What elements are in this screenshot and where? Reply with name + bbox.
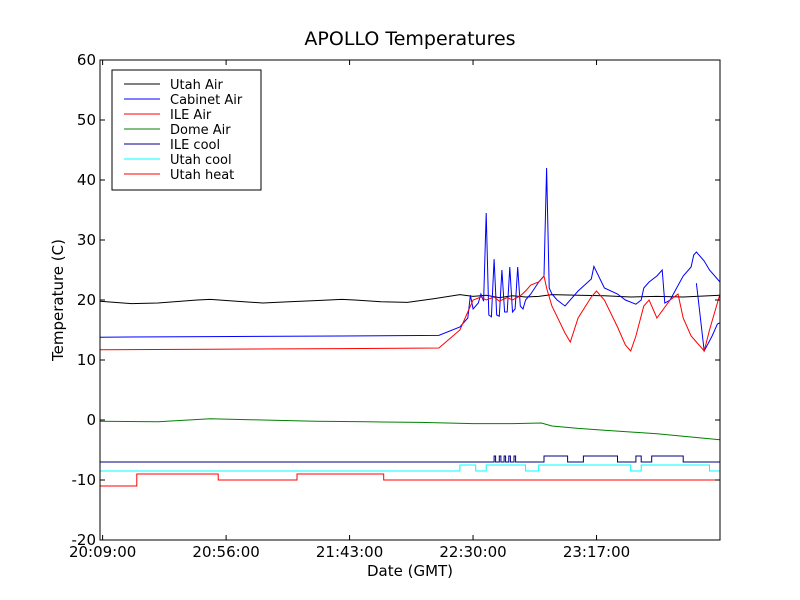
chart-title: APOLLO Temperatures [304,28,515,50]
series-line-ile-air [100,274,720,353]
tick-layer: -20 -10 0 10 20 30 40 50 60 20:09:00 20:56:00 21:43… [69,51,720,561]
x-tick-label: 20:09:00 [69,543,136,561]
legend-label-utah-air: Utah Air [170,78,223,93]
series-line-dome-air [100,418,720,441]
y-tick-label: 30 [77,231,96,249]
series-layer [100,167,720,487]
series-line-cabinet-air-tail [695,283,720,353]
x-tick-label: 21:43:00 [316,543,383,561]
legend-label-cabinet-air: Cabinet Air [170,93,243,108]
legend-label-ile-air: ILE Air [170,108,212,123]
series-line-utah-air [100,294,720,305]
y-tick-label: -10 [72,471,97,489]
legend-label-dome-air: Dome Air [170,123,231,138]
y-axis-label: Temperature (C) [49,239,67,362]
x-tick-label: 22:30:00 [439,543,506,561]
y-tick-label: 40 [77,171,96,189]
legend-label-utah-cool: Utah cool [170,153,232,168]
y-tick-label: 10 [77,351,96,369]
series-line-utah-cool [100,464,720,472]
x-tick-label: 20:56:00 [192,543,259,561]
legend-label-ile-cool: ILE cool [170,138,220,153]
y-tick-label: 20 [77,291,96,309]
legend-label-utah-heat: Utah heat [170,168,234,183]
y-tick-label: -20 [72,531,97,549]
y-tick-label: 50 [77,111,96,129]
legend-box [111,69,262,191]
x-tick-label: 23:17:00 [563,543,630,561]
y-tick-label: 0 [86,411,96,429]
plot-frame [99,59,721,541]
x-axis-label: Date (GMT) [367,562,453,580]
series-line-cabinet-air [100,167,720,338]
y-tick-label: 60 [77,51,96,69]
series-line-utah-heat [100,473,720,487]
series-line-ile-cool [100,455,720,463]
